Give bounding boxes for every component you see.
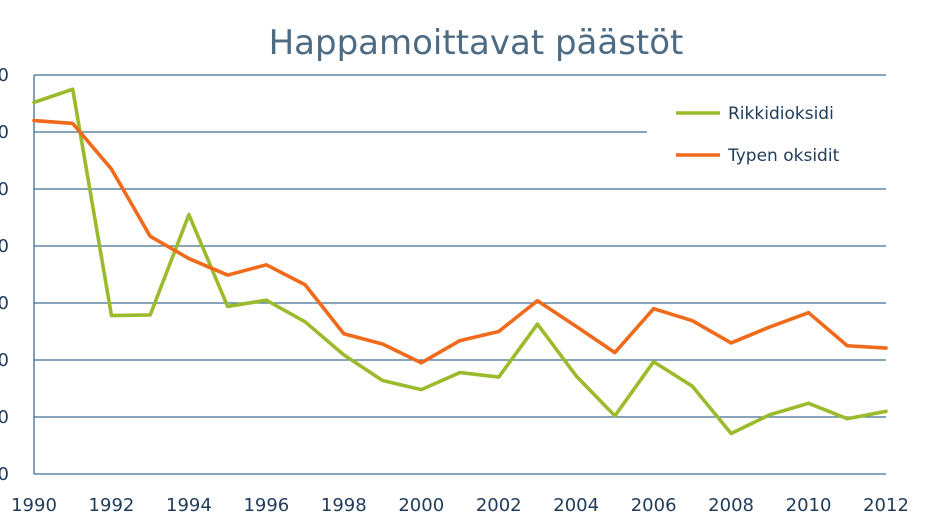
series-lines — [32, 87, 888, 436]
y-tick-label: 0 — [0, 350, 9, 371]
legend: Rikkidioksidi Typen oksidit — [676, 104, 840, 166]
x-axis-tick-labels: 1990 1992 1994 1996 1998 2000 2002 2004 2006 2008… — [11, 495, 909, 516]
x-tick-label: 1990 — [11, 495, 57, 516]
y-tick-label: 0 — [0, 293, 9, 314]
x-tick-label: 2012 — [863, 495, 909, 516]
x-tick-label: 2010 — [786, 495, 832, 516]
x-tick-label: 1996 — [243, 495, 289, 516]
y-tick-label: 0 — [0, 65, 9, 86]
legend-label-typen-oksidit: Typen oksidit — [727, 146, 840, 166]
x-tick-label: 2008 — [708, 495, 754, 516]
y-tick-label: 0 — [0, 179, 9, 200]
x-tick-label: 2006 — [631, 495, 677, 516]
x-tick-label: 2000 — [398, 495, 444, 516]
x-tick-label: 1994 — [166, 495, 212, 516]
series-line-typen-oksidit — [32, 118, 888, 365]
y-tick-label: 0 — [0, 407, 9, 428]
x-tick-label: 1998 — [321, 495, 367, 516]
series-line-rikkidioksidi — [32, 87, 888, 436]
x-tick-label: 1992 — [89, 495, 135, 516]
chart-title: Happamoittavat päästöt — [269, 23, 684, 63]
y-tick-label: 0 — [0, 464, 9, 485]
legend-label-rikkidioksidi: Rikkidioksidi — [728, 104, 834, 124]
y-axis-tick-labels: 0 0 0 0 0 0 0 0 — [0, 65, 9, 485]
y-tick-label: 0 — [0, 236, 9, 257]
legend-background — [647, 92, 895, 174]
y-tick-label: 0 — [0, 122, 9, 143]
x-tick-label: 2004 — [553, 495, 599, 516]
x-tick-label: 2002 — [476, 495, 522, 516]
